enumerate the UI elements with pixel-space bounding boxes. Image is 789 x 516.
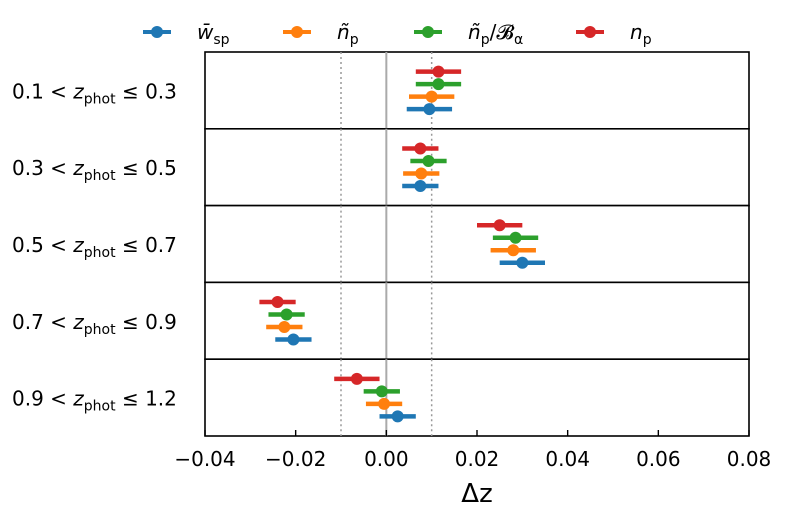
panel-frame	[204, 358, 750, 437]
panel-frame	[204, 281, 750, 360]
panel-1: 0.3 < zphot ≤ 0.5	[12, 128, 750, 207]
data-point	[507, 244, 520, 257]
panel-label-3: 0.7 < zphot ≤ 0.9	[12, 310, 177, 338]
legend: w̄sp ñp ñp/𝓑α np	[143, 20, 652, 48]
panel-frame	[204, 128, 750, 207]
panel-4: 0.9 < zphot ≤ 1.2	[12, 358, 750, 437]
panel-frame	[204, 204, 750, 284]
x-tick-label: 0.06	[636, 447, 681, 471]
data-point	[414, 179, 427, 192]
legend-label-1: ñp	[337, 20, 359, 48]
legend-entry-2: ñp/𝓑α	[414, 20, 523, 48]
data-point	[378, 397, 391, 410]
legend-marker-2	[422, 26, 434, 38]
panel-label-4: 0.9 < zphot ≤ 1.2	[12, 387, 177, 415]
legend-label-3: np	[630, 20, 652, 48]
data-point	[509, 231, 522, 244]
legend-entry-1: ñp	[283, 20, 359, 48]
data-point	[278, 321, 291, 334]
data-point	[391, 410, 404, 423]
data-point	[350, 372, 363, 385]
panel-2: 0.5 < zphot ≤ 0.7	[12, 204, 750, 284]
panel-0: 0.1 < zphot ≤ 0.3	[12, 51, 750, 130]
panel-frame	[204, 51, 750, 130]
data-point	[280, 308, 293, 321]
panels: 0.1 < zphot ≤ 0.3 0.3 < zphot ≤ 0.5 0.5 < …	[12, 51, 750, 437]
legend-marker-3	[584, 26, 596, 38]
data-point	[493, 219, 506, 232]
x-tick-label: 0.04	[545, 447, 590, 471]
data-point	[422, 154, 435, 167]
panel-label-2: 0.5 < zphot ≤ 0.7	[12, 233, 177, 261]
legend-label-0: w̄sp	[197, 20, 230, 48]
panel-3: 0.7 < zphot ≤ 0.9	[12, 281, 750, 360]
data-point	[432, 78, 445, 91]
data-point	[271, 296, 284, 309]
panel-label-0: 0.1 < zphot ≤ 0.3	[12, 79, 177, 107]
legend-entry-0: w̄sp	[143, 20, 230, 48]
data-point	[414, 142, 427, 155]
panel-label-1: 0.3 < zphot ≤ 0.5	[12, 156, 177, 184]
data-point	[425, 90, 438, 103]
x-axis-label: Δz	[461, 479, 492, 509]
x-axis: −0.04 −0.02 0.00 0.02 0.04 0.06 0.08	[174, 430, 771, 471]
data-point	[375, 385, 388, 398]
data-point	[432, 65, 445, 78]
x-tick-label: −0.02	[265, 447, 326, 471]
legend-marker-0	[151, 26, 163, 38]
data-point	[516, 256, 529, 269]
legend-marker-1	[291, 26, 303, 38]
x-tick-label: 0.08	[727, 447, 772, 471]
x-tick-label: 0.00	[364, 447, 409, 471]
legend-entry-3: np	[576, 20, 652, 48]
data-point	[415, 167, 428, 180]
data-point	[287, 333, 300, 346]
x-tick-label: −0.04	[174, 447, 235, 471]
x-tick-label: 0.02	[455, 447, 500, 471]
data-point	[423, 103, 436, 116]
legend-label-2: ñp/𝓑α	[468, 20, 523, 48]
